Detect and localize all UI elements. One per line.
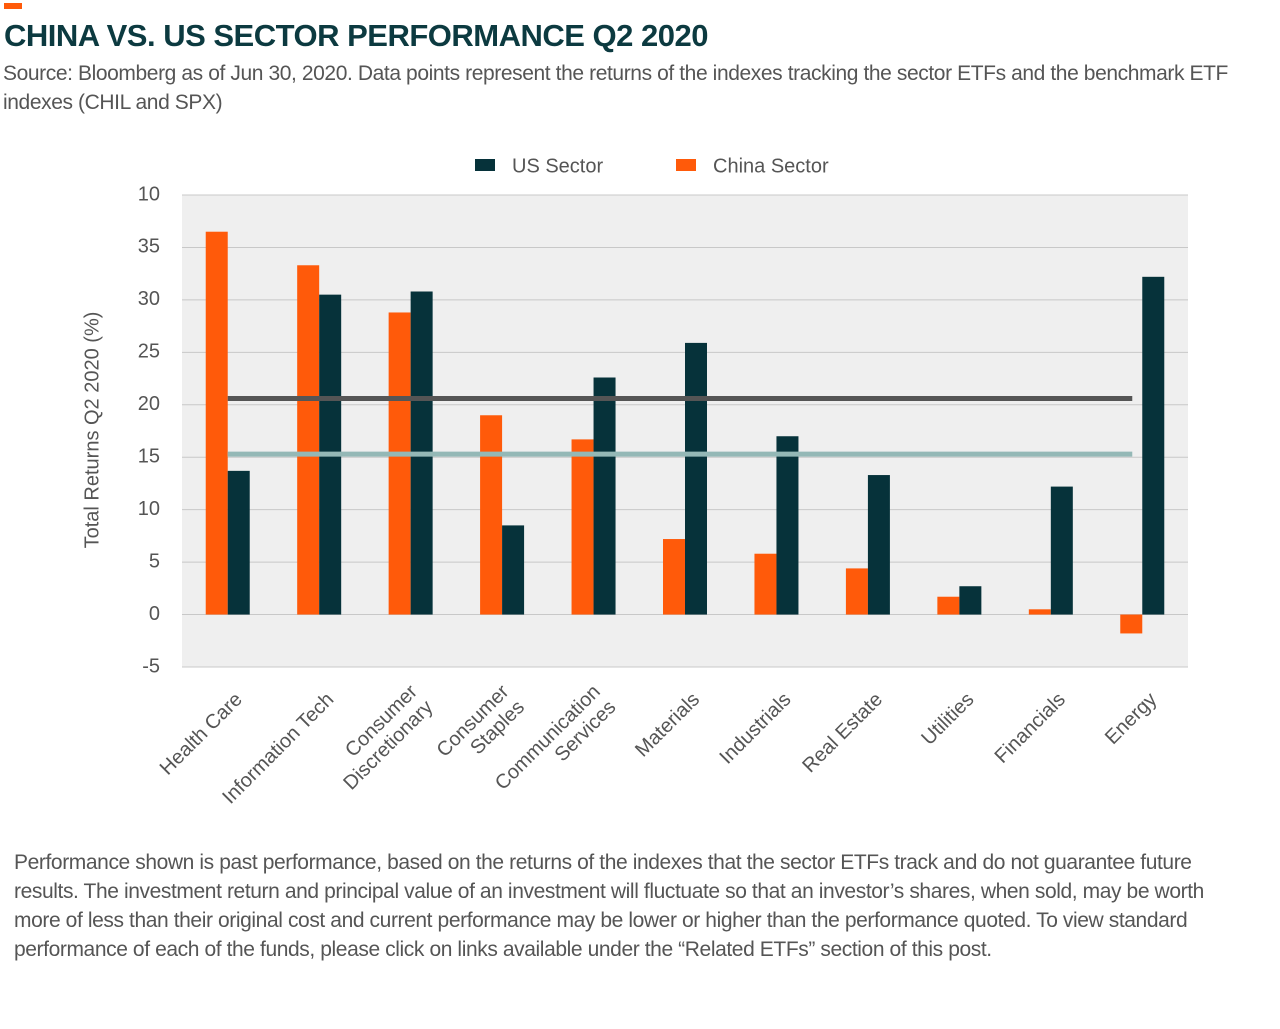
bar — [205, 231, 228, 615]
bar — [1050, 486, 1073, 615]
bar — [663, 539, 685, 615]
y-axis-label: Total Returns Q2 2020 (%) — [81, 312, 103, 549]
x-tick-label-line: Energy — [1101, 689, 1161, 749]
bar — [685, 342, 707, 615]
x-tick-label: Materials — [631, 689, 704, 762]
bar — [959, 586, 982, 615]
x-tick-label-line: Financials — [991, 689, 1070, 768]
bar — [227, 470, 250, 615]
y-tick-label: 20 — [138, 393, 160, 415]
y-tick-label: 35 — [138, 236, 160, 258]
bar — [776, 436, 799, 615]
x-tick-label: Industrials — [716, 689, 796, 769]
bar — [754, 553, 777, 615]
y-tick-label: 0 — [149, 603, 160, 625]
bar — [480, 415, 503, 615]
bar — [845, 568, 868, 615]
accent-bar — [4, 3, 22, 9]
x-tick-label: Financials — [991, 689, 1070, 768]
x-tick-label: ConsumerDiscretionary — [324, 681, 438, 795]
footnote: Performance shown is past performance, b… — [14, 851, 1204, 961]
y-tick-label: 25 — [138, 341, 160, 363]
bar — [1120, 614, 1143, 634]
bar — [1028, 609, 1051, 615]
chart: Total Returns Q2 2020 (%) -5 0 5 10 15 20 25 30… — [81, 155, 1188, 809]
y-tick-label: 30 — [138, 288, 160, 310]
y-tick-label: 15 — [138, 446, 160, 468]
y-tick-label: 5 — [149, 550, 160, 572]
bar — [388, 312, 411, 615]
x-tick-label: Health Care — [156, 689, 247, 780]
y-tick-label: 10 — [138, 183, 160, 205]
x-tick-label: Utilities — [918, 689, 979, 750]
legend-swatch — [676, 159, 696, 171]
x-tick-label-line: Real Estate — [799, 689, 888, 778]
legend-swatch — [475, 159, 495, 171]
x-tick-label-line: Utilities — [918, 689, 979, 750]
chart-title: CHINA VS. US SECTOR PERFORMANCE Q2 2020 — [4, 18, 709, 53]
legend-label: US Sector — [512, 155, 603, 177]
x-tick-label-line: Industrials — [716, 689, 796, 769]
bar — [593, 377, 616, 615]
legend-label: China Sector — [713, 155, 829, 177]
x-tick-label-line: Health Care — [156, 689, 247, 780]
y-tick-label: 10 — [138, 498, 160, 520]
bar — [297, 265, 320, 615]
bar — [502, 525, 525, 615]
y-tick-label: -5 — [142, 655, 160, 677]
bar — [937, 596, 960, 615]
x-tick-label: Real Estate — [799, 689, 888, 778]
bar — [1142, 276, 1165, 615]
x-tick-label: Energy — [1101, 689, 1161, 749]
bar — [571, 439, 594, 615]
chart-subtitle: Source: Bloomberg as of Jun 30, 2020. Da… — [3, 62, 1228, 114]
x-tick-label-line: Materials — [631, 689, 704, 762]
bar — [867, 475, 890, 615]
